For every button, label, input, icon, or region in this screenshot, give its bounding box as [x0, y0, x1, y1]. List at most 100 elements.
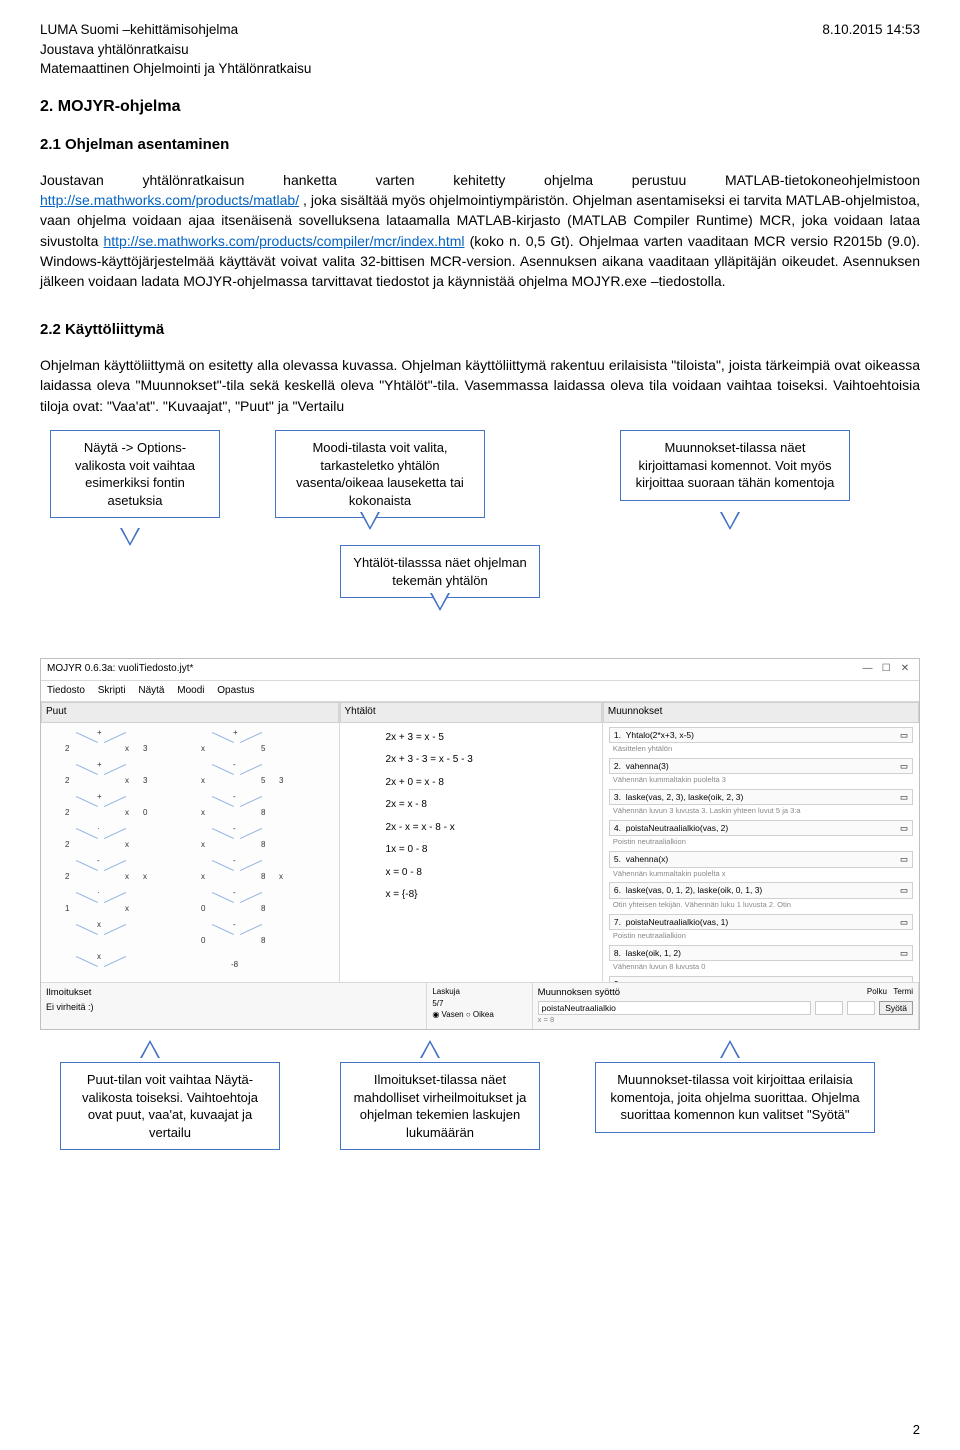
- muunnos-item[interactable]: 1. Yhtalo(2*x+3, x-5)▭: [609, 727, 913, 743]
- muunnos-item[interactable]: 7. poistaNeutraalialkio(vas, 1)▭: [609, 914, 913, 930]
- app-screenshot: MOJYR 0.6.3a: vuoliTiedosto.jyt* — ☐ ✕ T…: [40, 658, 920, 1030]
- muunnos-item[interactable]: 2. vahenna(3)▭: [609, 758, 913, 774]
- footer-laskuja: Laskuja 5/7 ◉ Vasen ○ Oikea: [427, 983, 532, 1029]
- muunnos-item[interactable]: 5. vahenna(x)▭: [609, 851, 913, 867]
- callouts-top: Näytä -> Options-valikosta voit vaihtaa …: [40, 430, 920, 650]
- tree-mini: -x53: [183, 759, 293, 785]
- laskuja-count: 5/7: [432, 998, 526, 1010]
- window-titlebar: MOJYR 0.6.3a: vuoliTiedosto.jyt* — ☐ ✕: [41, 659, 919, 681]
- minimize-icon[interactable]: —: [859, 662, 875, 677]
- equation-row: 2x + 3 = x - 5: [386, 731, 596, 746]
- lbl-termi: Termi: [893, 987, 913, 996]
- tree-mini: -2xx: [47, 855, 157, 881]
- tree-row: ·1x-08: [47, 887, 333, 913]
- tree-mini: x: [47, 919, 157, 945]
- callout-moodi: Moodi-tilasta voit valita, tarkasteletko…: [275, 430, 485, 518]
- panel-muunnokset: Muunnokset 1. Yhtalo(2*x+3, x-5)▭Käsitte…: [603, 702, 919, 982]
- panel-puut: Puut +2x3+x5+2x3-x53+2x0-x8·2x-x8-2xx-x8…: [41, 702, 340, 982]
- tree-mini: +2x3: [47, 759, 157, 785]
- para-ui: Ohjelman käyttöliittymä on esitetty alla…: [40, 355, 920, 416]
- polku-field[interactable]: [815, 1001, 843, 1015]
- equation-row: x = {-8}: [386, 888, 596, 903]
- panel-puut-title: Puut: [41, 702, 339, 723]
- callout-arrow-icon: [430, 593, 450, 611]
- maximize-icon[interactable]: ☐: [878, 662, 894, 677]
- tree-row: x -08: [47, 919, 333, 945]
- tree-mini: -x8x: [183, 855, 293, 881]
- page-number: 2: [913, 1421, 920, 1440]
- equations-container: 2x + 3 = x - 52x + 3 - 3 = x - 5 - 32x +…: [346, 731, 596, 903]
- muunnos-item-empty[interactable]: 9.▭: [609, 976, 913, 982]
- header-date: 8.10.2015 14:53: [822, 20, 920, 79]
- radio-vasen[interactable]: Vasen: [442, 1010, 464, 1019]
- callout-arrow-icon: [420, 1040, 440, 1058]
- para1a: Joustavan yhtälönratkaisun hanketta vart…: [40, 172, 920, 188]
- tree-mini: -8: [183, 951, 293, 977]
- callout-arrow-icon: [120, 528, 140, 546]
- tree-row: ·2x-x8: [47, 823, 333, 849]
- callout-muunnokset: Muunnokset-tilassa näet kirjoittamasi ko…: [620, 430, 850, 501]
- laskuja-label: Laskuja: [432, 986, 526, 998]
- tree-mini: -x8: [183, 791, 293, 817]
- link-matlab[interactable]: http://se.mathworks.com/products/matlab/: [40, 192, 299, 208]
- tree-row: +2x3 -x53: [47, 759, 333, 785]
- lbl-polku: Polku: [867, 987, 887, 996]
- close-icon[interactable]: ✕: [897, 662, 913, 677]
- equation-row: 1x = 0 - 8: [386, 843, 596, 858]
- menu-skripti[interactable]: Skripti: [98, 685, 126, 696]
- app-menubar: Tiedosto Skripti Näytä Moodi Opastus: [41, 681, 919, 703]
- menu-opastus[interactable]: Opastus: [217, 685, 254, 696]
- ilmo-text: Ei virheitä :): [46, 1001, 421, 1014]
- muunnos-item[interactable]: 3. laske(vas, 2, 3), laske(oik, 2, 3)▭: [609, 789, 913, 805]
- muunnokset-container: 1. Yhtalo(2*x+3, x-5)▭Käsittelen yhtälön…: [609, 727, 913, 983]
- section-2-1-title: 2.1 Ohjelman asentaminen: [40, 134, 920, 156]
- callout-ilmoitukset: Ilmoitukset-tilassa näet mahdolliset vir…: [340, 1062, 540, 1150]
- muunnos-sub: Vähennän kummaltakin puolelta x: [613, 869, 913, 880]
- menu-nayta[interactable]: Näytä: [138, 685, 164, 696]
- termi-field[interactable]: [847, 1001, 875, 1015]
- callout-yhtalot: Yhtälöt-tilasssa näet ohjelman tekemän y…: [340, 545, 540, 598]
- equation-row: 2x + 3 - 3 = x - 5 - 3: [386, 753, 596, 768]
- section-title: 2. MOJYR-ohjelma: [40, 95, 920, 118]
- footer-muunnoksen-syotto: Muunnoksen syöttö Polku Termi poistaNeut…: [533, 983, 919, 1029]
- callout-arrow-icon: [720, 512, 740, 530]
- muunnos-sub: Käsittelen yhtälön: [613, 744, 913, 755]
- menu-tiedosto[interactable]: Tiedosto: [47, 685, 85, 696]
- menu-moodi[interactable]: Moodi: [177, 685, 204, 696]
- para-install: Joustavan yhtälönratkaisun hanketta vart…: [40, 170, 920, 292]
- tree-row: x -8: [47, 951, 333, 977]
- muunnos-item[interactable]: 6. laske(vas, 0, 1, 2), laske(oik, 0, 1,…: [609, 882, 913, 898]
- radio-row: ◉ Vasen ○ Oikea: [432, 1009, 526, 1021]
- callout-arrow-icon: [140, 1040, 160, 1058]
- muunnos-sub: Poistin neutraalialkion: [613, 931, 913, 942]
- page-header: LUMA Suomi –kehittämisohjelma Joustava y…: [40, 20, 920, 79]
- window-title: MOJYR 0.6.3a: vuoliTiedosto.jyt*: [47, 662, 193, 677]
- tree-row: +2x0 -x8: [47, 791, 333, 817]
- muunnos-sub: Poistin neutraalialkion: [613, 837, 913, 848]
- muunnos-sub: Vähennän luvun 3 luvusta 3. Laskin yhtee…: [613, 806, 913, 817]
- callout-puut: Puut-tilan voit vaihtaa Näytä-valikosta …: [60, 1062, 280, 1150]
- link-mcr[interactable]: http://se.mathworks.com/products/compile…: [103, 233, 464, 249]
- app-footer: Ilmoitukset Ei virheitä :) Laskuja 5/7 ◉…: [41, 982, 919, 1029]
- header-line3: Matemaattinen Ohjelmointi ja Yhtälönratk…: [40, 59, 311, 79]
- muunnos-item[interactable]: 8. laske(oik, 1, 2)▭: [609, 945, 913, 961]
- callouts-bottom: Puut-tilan voit vaihtaa Näytä-valikosta …: [40, 1044, 920, 1204]
- tree-mini: x: [47, 951, 157, 977]
- trees-container: +2x3+x5+2x3-x53+2x0-x8·2x-x8-2xx-x8x·1x-…: [47, 727, 333, 977]
- muunnos-item[interactable]: 4. poistaNeutraalialkio(vas, 2)▭: [609, 820, 913, 836]
- app-body: Puut +2x3+x5+2x3-x53+2x0-x8·2x-x8-2xx-x8…: [41, 702, 919, 982]
- tree-mini: -x8: [183, 823, 293, 849]
- equation-row: x = 0 - 8: [386, 866, 596, 881]
- radio-oikea[interactable]: Oikea: [473, 1010, 494, 1019]
- window-buttons: — ☐ ✕: [859, 662, 913, 677]
- tree-mini: -08: [183, 919, 293, 945]
- muun-title: Muunnoksen syöttö: [538, 986, 620, 1000]
- muunnos-sub: Vähennän kummaltakin puolelta 3: [613, 775, 913, 786]
- syota-button[interactable]: Syötä: [879, 1001, 913, 1015]
- tree-mini: +2x0: [47, 791, 157, 817]
- tree-mini: -08: [183, 887, 293, 913]
- callout-arrow-icon: [720, 1040, 740, 1058]
- header-line2: Joustava yhtälönratkaisu: [40, 40, 311, 60]
- callout-muunnokset-bottom: Muunnokset-tilassa voit kirjoittaa erila…: [595, 1062, 875, 1133]
- muun-input[interactable]: poistaNeutraalialkio: [538, 1001, 812, 1015]
